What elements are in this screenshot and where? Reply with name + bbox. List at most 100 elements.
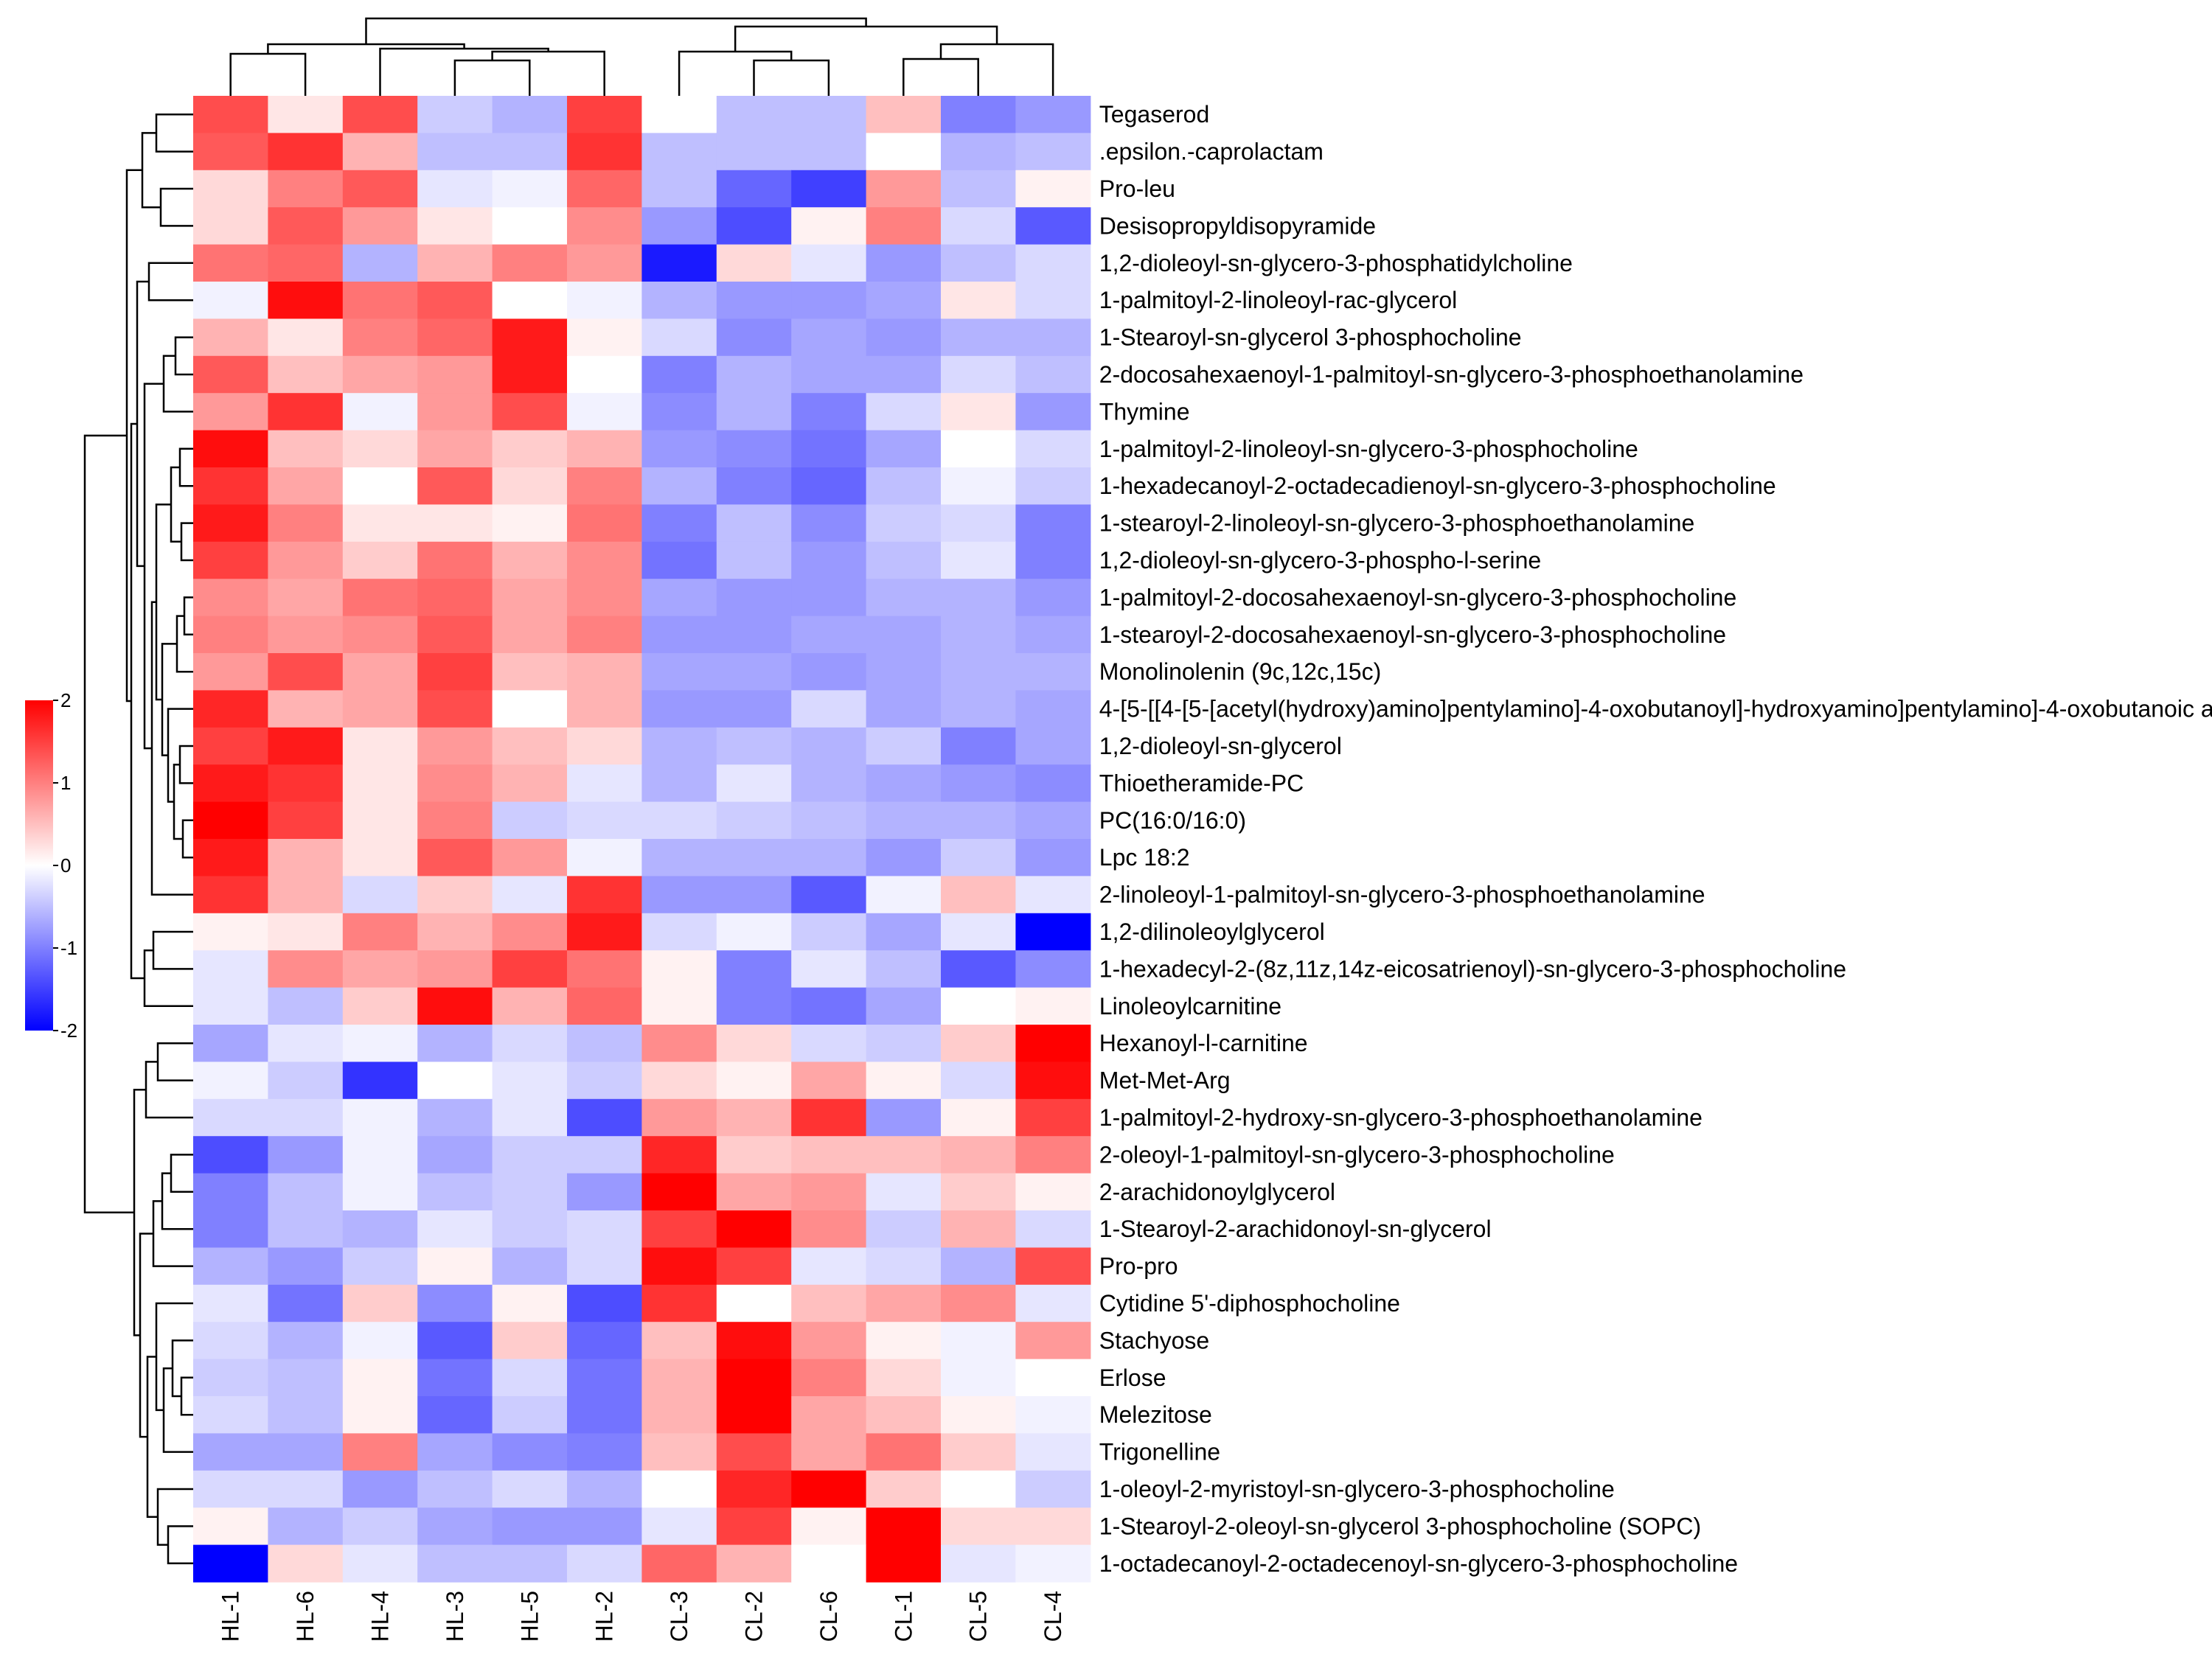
heatmap-cell: [193, 282, 268, 319]
heatmap-cell: [1015, 1322, 1091, 1360]
heatmap-cell: [1015, 950, 1091, 989]
heatmap-cell: [567, 950, 642, 989]
heatmap-cell: [791, 133, 867, 171]
row-label: 1,2-dioleoyl-sn-glycero-3-phospho-l-seri…: [1099, 547, 1541, 574]
heatmap-cell: [342, 1247, 418, 1286]
heatmap-cell: [866, 207, 942, 245]
heatmap-cell: [193, 1508, 268, 1546]
heatmap-cell: [492, 1322, 568, 1360]
heatmap-cell: [193, 653, 268, 691]
heatmap-cell: [492, 1062, 568, 1100]
heatmap-cell: [492, 839, 568, 876]
dendrogram-branch: [734, 25, 998, 52]
heatmap-cell: [193, 1284, 268, 1322]
heatmap-cell: [492, 207, 568, 245]
heatmap-cell: [641, 1470, 717, 1508]
heatmap-cell: [866, 1433, 942, 1471]
heatmap-cell: [417, 207, 493, 245]
heatmap-cell: [716, 913, 792, 951]
heatmap-cell: [791, 653, 867, 691]
heatmap-cell: [342, 1544, 418, 1583]
heatmap-cell: [417, 467, 493, 505]
heatmap-cell: [492, 1136, 568, 1174]
heatmap-cell: [641, 133, 717, 171]
heatmap-cell: [791, 1396, 867, 1434]
heatmap-cell: [567, 1322, 642, 1360]
heatmap-cell: [941, 318, 1016, 357]
heatmap-cell: [1015, 430, 1091, 468]
heatmap-cell: [1015, 1544, 1091, 1583]
heatmap-cell: [791, 541, 867, 579]
row-label: 2-arachidonoylglycerol: [1099, 1179, 1335, 1205]
heatmap-cell: [567, 282, 642, 319]
heatmap-cell: [342, 355, 418, 394]
column-label: HL-2: [591, 1591, 618, 1642]
heatmap-cell: [866, 987, 942, 1025]
heatmap-cell: [866, 133, 942, 171]
heatmap-cell: [941, 133, 1016, 171]
heatmap-cell: [567, 616, 642, 654]
heatmap-cell: [342, 764, 418, 803]
heatmap-cell: [492, 1098, 568, 1137]
heatmap-cell: [492, 96, 568, 133]
heatmap-cell: [193, 727, 268, 765]
heatmap-cell: [941, 1359, 1016, 1397]
heatmap-cell: [716, 1062, 792, 1100]
heatmap-cell: [492, 876, 568, 914]
heatmap-cell: [342, 1359, 418, 1397]
row-label: .epsilon.-caprolactam: [1099, 139, 1324, 165]
heatmap-cell: [641, 1508, 717, 1546]
heatmap-cell: [193, 839, 268, 876]
heatmap-cell: [268, 764, 344, 803]
heatmap-cell: [193, 950, 268, 989]
heatmap-cell: [417, 1322, 493, 1360]
heatmap-cell: [492, 393, 568, 431]
heatmap-cell: [417, 801, 493, 840]
dendrogram-branch: [162, 355, 193, 413]
heatmap-cell: [941, 653, 1016, 691]
heatmap-cell: [567, 393, 642, 431]
heatmap-cell: [866, 1508, 942, 1546]
heatmap-cell: [941, 170, 1016, 208]
heatmap-cell: [866, 1210, 942, 1248]
heatmap-cell: [1015, 1396, 1091, 1434]
row-label: 1-hexadecanoyl-2-octadecadienoyl-sn-glyc…: [1099, 473, 1776, 499]
heatmap-cell: [268, 541, 344, 579]
heatmap-cell: [941, 1062, 1016, 1100]
heatmap-cell: [791, 1173, 867, 1211]
heatmap-cell: [193, 430, 268, 468]
heatmap-cell: [417, 1544, 493, 1583]
heatmap-cell: [866, 1136, 942, 1174]
row-label: 1-palmitoyl-2-linoleoyl-sn-glycero-3-pho…: [1099, 436, 1638, 462]
dendrogram-branch: [161, 1172, 193, 1230]
heatmap-cell: [791, 801, 867, 840]
dendrogram-branch: [180, 522, 193, 562]
column-label: CL-1: [890, 1591, 917, 1642]
heatmap-cell: [268, 1359, 344, 1397]
heatmap-cell: [342, 1025, 418, 1062]
heatmap-cell: [866, 579, 942, 617]
heatmap-cell: [567, 541, 642, 579]
heatmap-cell: [567, 727, 642, 765]
column-label: CL-4: [1040, 1591, 1066, 1642]
heatmap-cell: [492, 579, 568, 617]
column-label: CL-3: [666, 1591, 692, 1642]
heatmap-cell: [866, 727, 942, 765]
heatmap-cell: [716, 1470, 792, 1508]
heatmap-cell: [417, 504, 493, 543]
heatmap-cell: [1015, 393, 1091, 431]
row-label: 1-Stearoyl-2-oleoyl-sn-glycerol 3-phosph…: [1099, 1513, 1701, 1539]
heatmap-cell: [866, 355, 942, 394]
row-label: 1,2-dilinoleoylglycerol: [1099, 919, 1325, 945]
heatmap-cell: [1015, 1173, 1091, 1211]
heatmap-cell: [567, 764, 642, 803]
heatmap-cell: [716, 393, 792, 431]
heatmap-cell: [567, 1433, 642, 1471]
heatmap-cell: [641, 690, 717, 728]
heatmap-cell: [268, 1508, 344, 1546]
heatmap-cell: [641, 1025, 717, 1062]
heatmap-cell: [866, 764, 942, 803]
heatmap-cell: [716, 987, 792, 1025]
heatmap-cell: [1015, 96, 1091, 133]
heatmap-cell: [941, 393, 1016, 431]
